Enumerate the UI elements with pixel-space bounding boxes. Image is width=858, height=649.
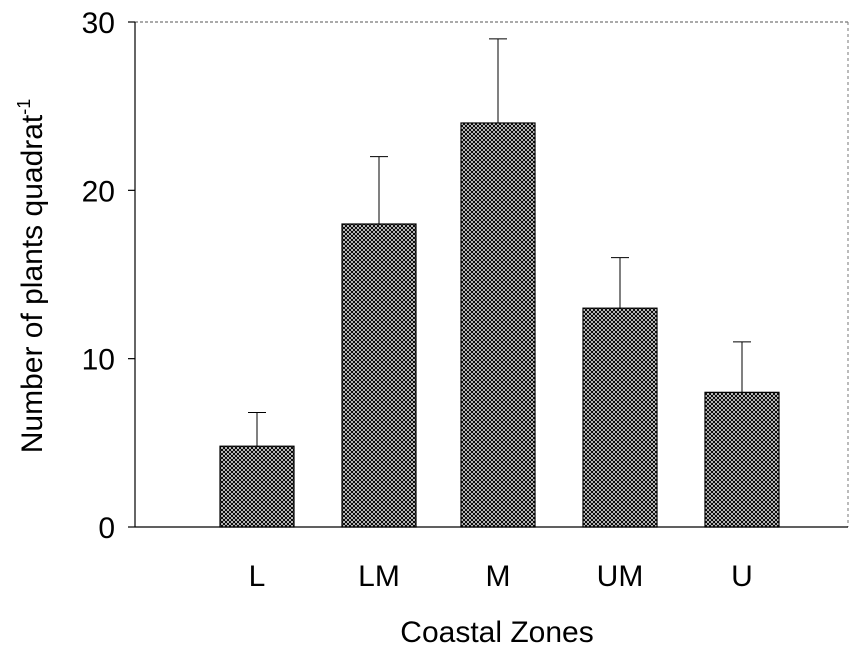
bar-m [460, 122, 536, 528]
bar-lm [341, 223, 417, 528]
y-tick-label-20: 20 [82, 175, 115, 208]
bars-group [219, 122, 780, 528]
error-bars-group [248, 38, 751, 447]
y-tick-label-10: 10 [82, 344, 115, 377]
x-tick-label-lm: LM [358, 560, 400, 593]
x-tick-label-um: UM [597, 560, 644, 593]
x-tick-label-u: U [731, 560, 753, 593]
bar-um [582, 307, 658, 528]
x-tick-label-l: L [249, 560, 266, 593]
y-axis-title: Number of plants quadrat-1 [14, 99, 49, 454]
y-ticks-group: 0 10 20 30 [82, 7, 135, 545]
y-axis-title-main: Number of plants quadrat [16, 114, 49, 453]
x-ticks-group: L LM M UM U [249, 560, 753, 593]
y-axis-title-superscript: -1 [14, 99, 34, 115]
x-tick-label-m: M [486, 560, 511, 593]
bar-u [704, 391, 780, 528]
y-tick-label-30: 30 [82, 7, 115, 40]
y-tick-label-0: 0 [98, 512, 115, 545]
bar-l [219, 445, 295, 528]
x-axis-title: Coastal Zones [400, 616, 593, 649]
